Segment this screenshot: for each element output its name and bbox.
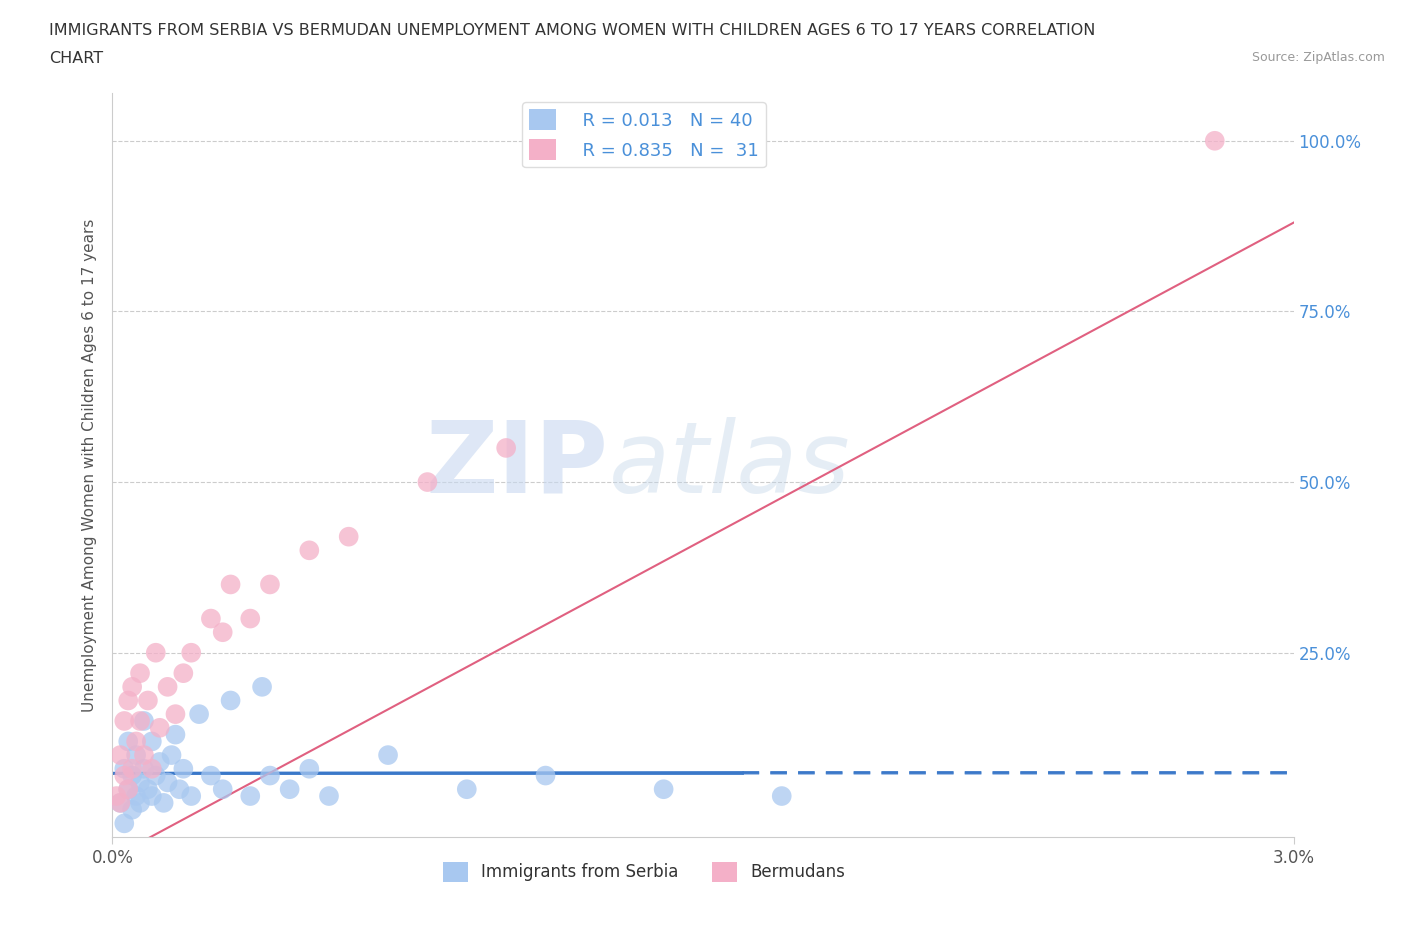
- Point: [337, 529, 360, 544]
- Text: ZIP: ZIP: [426, 417, 609, 513]
- Text: atlas: atlas: [609, 417, 851, 513]
- Point: [132, 713, 155, 728]
- Point: [112, 768, 135, 783]
- Point: [239, 611, 262, 626]
- Text: IMMIGRANTS FROM SERBIA VS BERMUDAN UNEMPLOYMENT AMONG WOMEN WITH CHILDREN AGES 6: IMMIGRANTS FROM SERBIA VS BERMUDAN UNEMP…: [49, 23, 1095, 38]
- Point: [298, 543, 321, 558]
- Point: [110, 795, 132, 810]
- Y-axis label: Unemployment Among Women with Children Ages 6 to 17 years: Unemployment Among Women with Children A…: [82, 219, 97, 711]
- Point: [110, 748, 132, 763]
- Point: [121, 803, 143, 817]
- Point: [259, 577, 281, 591]
- Point: [200, 611, 222, 626]
- Point: [117, 734, 139, 749]
- Point: [318, 789, 340, 804]
- Point: [117, 782, 139, 797]
- Point: [278, 782, 301, 797]
- Point: [652, 782, 675, 797]
- Point: [129, 775, 152, 790]
- Point: [136, 782, 159, 797]
- Point: [219, 693, 242, 708]
- Point: [112, 713, 135, 728]
- Point: [250, 680, 273, 695]
- Point: [416, 474, 439, 489]
- Point: [145, 645, 167, 660]
- Point: [456, 782, 478, 797]
- Point: [117, 782, 139, 797]
- Point: [172, 666, 194, 681]
- Point: [141, 734, 163, 749]
- Point: [180, 645, 202, 660]
- Point: [160, 748, 183, 763]
- Point: [211, 782, 233, 797]
- Point: [169, 782, 191, 797]
- Point: [156, 775, 179, 790]
- Point: [211, 625, 233, 640]
- Point: [149, 754, 172, 769]
- Point: [110, 795, 132, 810]
- Point: [136, 693, 159, 708]
- Point: [377, 748, 399, 763]
- Point: [125, 734, 148, 749]
- Point: [152, 795, 174, 810]
- Text: Source: ZipAtlas.com: Source: ZipAtlas.com: [1251, 51, 1385, 64]
- Point: [495, 441, 517, 456]
- Point: [129, 666, 152, 681]
- Point: [239, 789, 262, 804]
- Point: [105, 789, 128, 804]
- Point: [145, 768, 167, 783]
- Point: [172, 762, 194, 777]
- Point: [188, 707, 211, 722]
- Point: [132, 748, 155, 763]
- Point: [129, 713, 152, 728]
- Point: [121, 680, 143, 695]
- Point: [121, 762, 143, 777]
- Point: [259, 768, 281, 783]
- Point: [112, 762, 135, 777]
- Point: [125, 748, 148, 763]
- Point: [117, 693, 139, 708]
- Point: [165, 727, 187, 742]
- Point: [200, 768, 222, 783]
- Point: [770, 789, 793, 804]
- Point: [149, 721, 172, 736]
- Point: [156, 680, 179, 695]
- Point: [132, 762, 155, 777]
- Point: [125, 789, 148, 804]
- Legend: Immigrants from Serbia, Bermudans: Immigrants from Serbia, Bermudans: [436, 856, 852, 888]
- Point: [165, 707, 187, 722]
- Point: [141, 762, 163, 777]
- Point: [129, 795, 152, 810]
- Point: [141, 789, 163, 804]
- Point: [1204, 133, 1226, 148]
- Point: [298, 762, 321, 777]
- Point: [534, 768, 557, 783]
- Text: CHART: CHART: [49, 51, 103, 66]
- Point: [180, 789, 202, 804]
- Point: [112, 816, 135, 830]
- Point: [121, 768, 143, 783]
- Point: [219, 577, 242, 591]
